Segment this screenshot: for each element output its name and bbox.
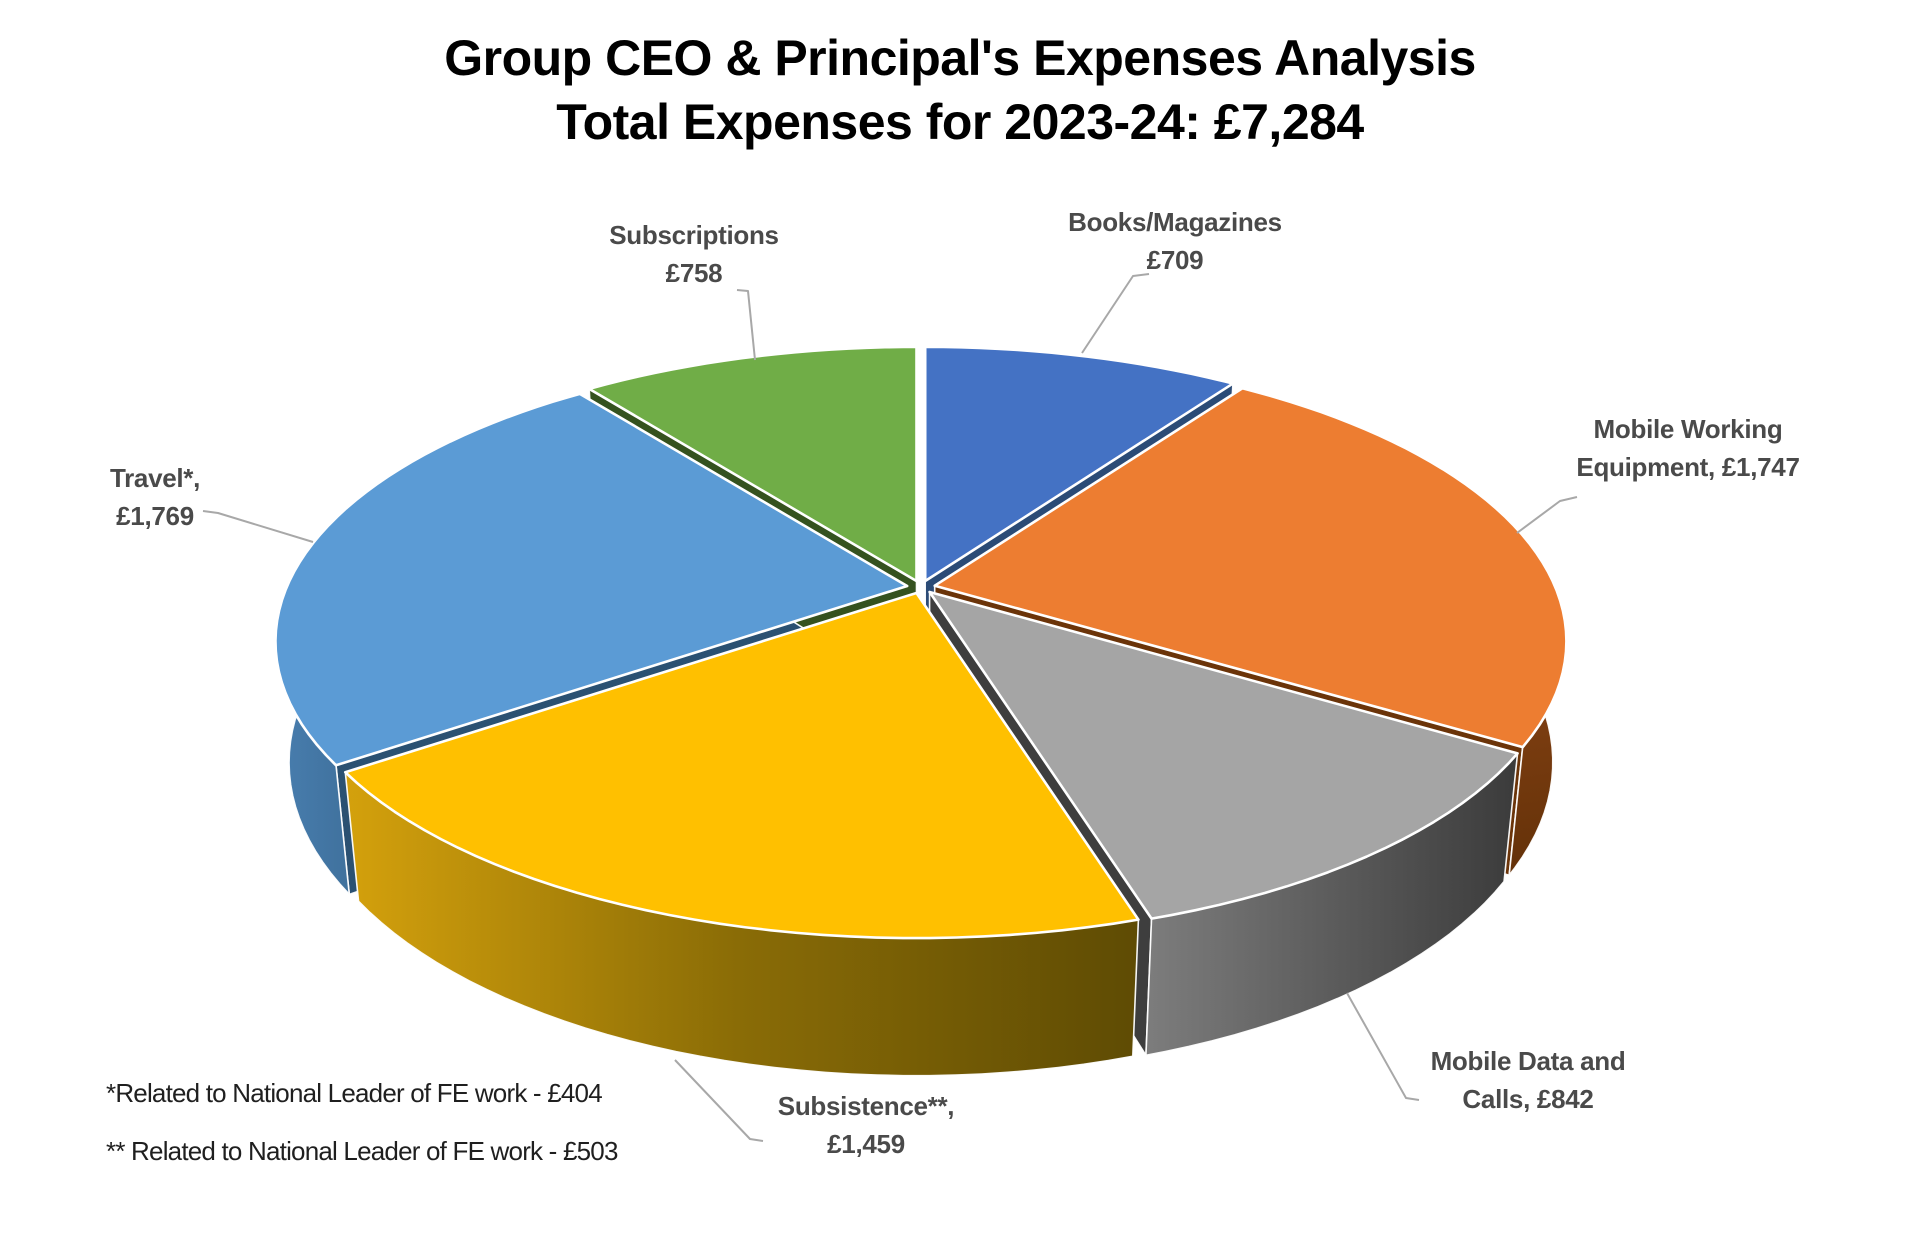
footnote-1: *Related to National Leader of FE work -… [106, 1078, 603, 1108]
slice-label-subscriptions: Subscriptions £758 [609, 216, 779, 292]
slice-label-travel: Travel*, £1,769 [110, 459, 200, 535]
slice-label-mobile-data-and-calls: Mobile Data and Calls, £842 [1431, 1042, 1626, 1118]
pie-slice-books-magazines[interactable] [923, 345, 1235, 583]
slice-label-subsistence-line2: £1,459 [827, 1129, 905, 1159]
slice-label-subsistence: Subsistence**, £1,459 [777, 1087, 955, 1163]
leader-line-mobile-working-equipment [1516, 496, 1578, 534]
leader-line-subsistence [674, 1059, 764, 1142]
chart-title-line1: Group CEO & Principal's Expenses Analysi… [444, 30, 1476, 86]
pie-slice-mobile-data-and-calls[interactable] [928, 590, 1519, 920]
slice-label-books-magazines-line1: Books/Magazines [1068, 207, 1282, 237]
leader-line-travel [202, 510, 314, 543]
pie-slice-subsistence[interactable] [343, 591, 1140, 940]
slice-label-subscriptions-line1: Subscriptions [609, 220, 779, 250]
slice-label-mobile-working-equipment-line1: Mobile Working [1593, 414, 1783, 444]
chart-title: Group CEO & Principal's Expenses Analysi… [0, 26, 1920, 154]
slice-label-subscriptions-line2: £758 [665, 258, 723, 288]
leader-line-mobile-data-and-calls [1346, 992, 1420, 1101]
footnote-2: ** Related to National Leader of FE work… [106, 1136, 618, 1166]
pie-slice-subscriptions[interactable] [587, 345, 918, 583]
slice-label-mobile-working-equipment: Mobile Working Equipment, £1,747 [1576, 410, 1800, 486]
slice-label-mobile-data-and-calls-line1: Mobile Data and [1430, 1046, 1626, 1076]
leader-line-books-magazines [1081, 273, 1150, 354]
slice-label-subsistence-line1: Subsistence**, [777, 1091, 955, 1121]
slice-label-books-magazines: Books/Magazines £709 [1068, 203, 1282, 279]
slice-label-mobile-data-and-calls-line2: Calls, £842 [1462, 1084, 1594, 1114]
slice-label-books-magazines-line2: £709 [1146, 245, 1204, 275]
pie-slice-travel[interactable] [274, 392, 909, 767]
leader-line-subscriptions [736, 289, 756, 361]
slice-label-mobile-working-equipment-line2: Equipment, £1,747 [1576, 452, 1800, 482]
chart-title-line2: Total Expenses for 2023-24: £7,284 [556, 94, 1364, 150]
slice-label-travel-line1: Travel*, [109, 463, 201, 493]
slice-label-travel-line2: £1,769 [116, 501, 194, 531]
pie-slice-mobile-working-equipment[interactable] [933, 386, 1568, 749]
